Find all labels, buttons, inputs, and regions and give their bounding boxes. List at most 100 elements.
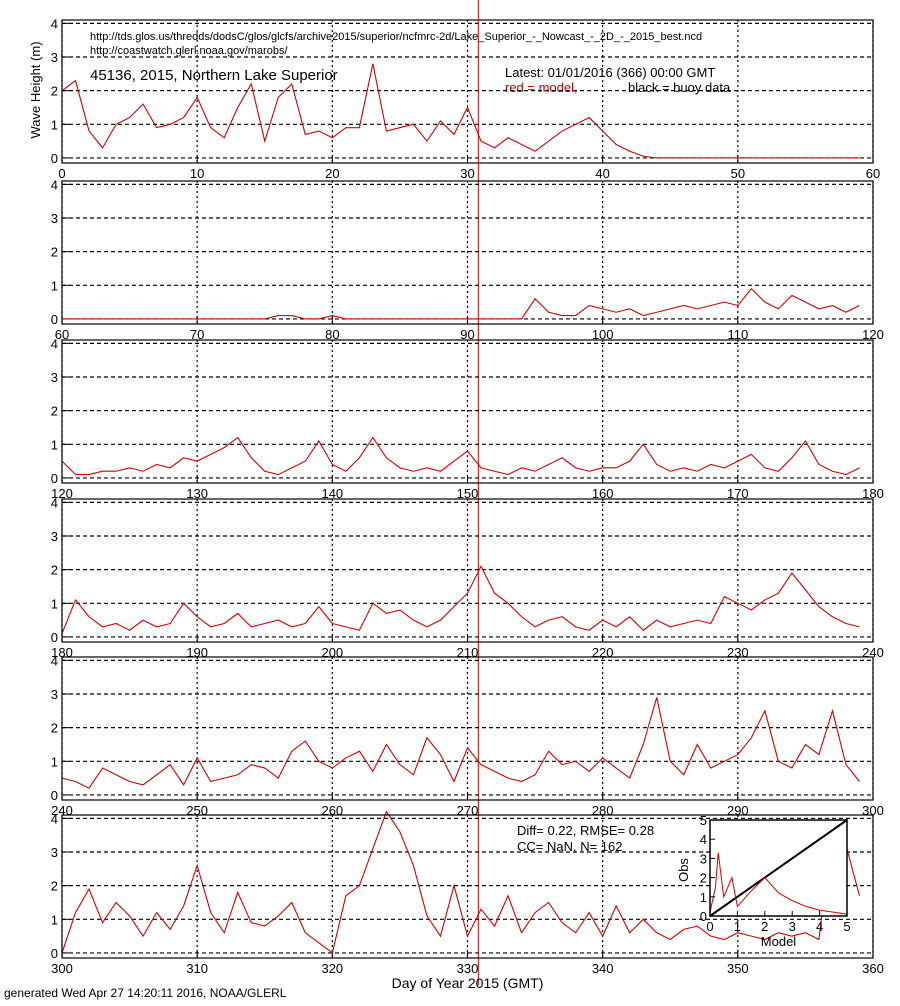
- x-tick-label: 60: [55, 327, 69, 342]
- y-axis-label: Obs: [676, 858, 691, 882]
- y-tick-label: 1: [51, 278, 58, 293]
- x-tick-label: 130: [186, 486, 208, 501]
- plot-frame: [61, 180, 874, 325]
- x-tick-label: 310: [186, 961, 208, 976]
- x-tick-label: 160: [592, 486, 614, 501]
- y-tick-label: 3: [700, 851, 707, 866]
- plot-frame: [61, 498, 874, 643]
- y-tick-label: 3: [51, 50, 58, 65]
- x-tick-label: 80: [325, 327, 339, 342]
- data-line: [61, 436, 860, 476]
- x-tick-label: 120: [862, 327, 884, 342]
- y-tick-label: 0: [51, 151, 58, 166]
- x-tick-label: 330: [457, 961, 479, 976]
- x-tick-label: 240: [51, 803, 73, 818]
- data-line: [61, 697, 860, 789]
- x-tick-label: 70: [190, 327, 204, 342]
- x-tick-label: 60: [866, 166, 880, 181]
- x-tick-label: 180: [51, 645, 73, 660]
- y-tick-label: 0: [51, 946, 58, 961]
- y-tick-label: 1: [700, 890, 707, 905]
- y-tick-label: 2: [51, 721, 58, 736]
- x-tick-label: 360: [862, 961, 884, 976]
- x-tick-label: 260: [321, 803, 343, 818]
- footer: generated Wed Apr 27 14:20:11 2016, NOAA…: [4, 986, 287, 1000]
- x-tick-label: 290: [727, 803, 749, 818]
- x-tick-label: 250: [186, 803, 208, 818]
- y-tick-label: 0: [51, 471, 58, 486]
- x-tick-label: 3: [789, 919, 796, 934]
- x-axis-label: Model: [761, 934, 797, 949]
- x-tick-label: 170: [727, 486, 749, 501]
- x-tick-label: 2: [761, 919, 768, 934]
- x-tick-label: 270: [457, 803, 479, 818]
- scatter-trace: [709, 852, 848, 915]
- x-tick-label: 280: [592, 803, 614, 818]
- plot-frame: [61, 814, 874, 959]
- x-tick-label: 40: [595, 166, 609, 181]
- x-tick-label: 10: [190, 166, 204, 181]
- stats: Diff= 0.22, RMSE= 0.28: [517, 823, 654, 838]
- x-tick-label: 240: [862, 645, 884, 660]
- x-tick-label: 1: [734, 919, 741, 934]
- y-tick-label: 3: [51, 370, 58, 385]
- y-tick-label: 4: [51, 811, 58, 826]
- station-title: 45136, 2015, Northern Lake Superior: [90, 67, 338, 84]
- y-axis-label: Wave Height (m): [28, 41, 43, 138]
- y-tick-label: 4: [700, 832, 707, 847]
- x-tick-label: 180: [862, 486, 884, 501]
- data-line: [62, 287, 860, 320]
- one-to-one-line: [709, 819, 848, 917]
- y-tick-label: 2: [51, 404, 58, 419]
- y-tick-label: 1: [51, 596, 58, 611]
- y-tick-label: 4: [51, 336, 58, 351]
- x-tick-label: 300: [51, 961, 73, 976]
- data-line: [61, 63, 860, 159]
- url-line: http://coastwatch.glerl.noaa.gov/marobs/: [90, 45, 288, 57]
- data-line: [61, 565, 860, 634]
- url-line: http://tds.glos.us/thredds/dodsC/glos/gl…: [90, 31, 702, 43]
- x-tick-label: 320: [321, 961, 343, 976]
- latest-label: Latest: 01/01/2016 (366) 00:00 GMT: [505, 65, 715, 80]
- y-tick-label: 1: [51, 912, 58, 927]
- x-tick-label: 0: [58, 166, 65, 181]
- plot-frame: [61, 339, 874, 484]
- y-tick-label: 5: [700, 813, 707, 828]
- x-tick-label: 140: [321, 486, 343, 501]
- inset-frame: [709, 819, 848, 917]
- x-tick-label: 0: [706, 919, 713, 934]
- x-tick-label: 50: [731, 166, 745, 181]
- plot-frame: [61, 19, 874, 164]
- plot-frame: [61, 656, 874, 801]
- legend-buoy: black = buoy data: [628, 80, 731, 95]
- stats: CC= NaN, N= 162: [517, 839, 623, 854]
- x-tick-label: 340: [592, 961, 614, 976]
- x-tick-label: 100: [592, 327, 614, 342]
- x-axis-label: Day of Year 2015 (GMT): [392, 975, 544, 991]
- legend-model: red = model,: [505, 80, 578, 95]
- x-tick-label: 30: [460, 166, 474, 181]
- y-tick-label: 4: [51, 653, 58, 668]
- y-tick-label: 2: [51, 245, 58, 260]
- y-tick-label: 3: [51, 845, 58, 860]
- y-tick-label: 4: [51, 495, 58, 510]
- x-tick-label: 5: [843, 919, 850, 934]
- x-tick-label: 150: [457, 486, 479, 501]
- y-tick-label: 3: [51, 687, 58, 702]
- x-tick-label: 4: [816, 919, 823, 934]
- y-tick-label: 2: [51, 563, 58, 578]
- x-tick-label: 230: [727, 645, 749, 660]
- x-tick-label: 120: [51, 486, 73, 501]
- x-tick-label: 190: [186, 645, 208, 660]
- y-tick-label: 4: [51, 177, 58, 192]
- x-tick-label: 110: [727, 327, 748, 342]
- data-line: [61, 810, 861, 954]
- x-tick-label: 350: [727, 961, 749, 976]
- x-tick-label: 20: [325, 166, 339, 181]
- y-tick-label: 2: [700, 871, 707, 886]
- y-tick-label: 4: [51, 16, 58, 31]
- x-tick-label: 210: [457, 645, 479, 660]
- x-tick-label: 300: [862, 803, 884, 818]
- y-tick-label: 3: [51, 529, 58, 544]
